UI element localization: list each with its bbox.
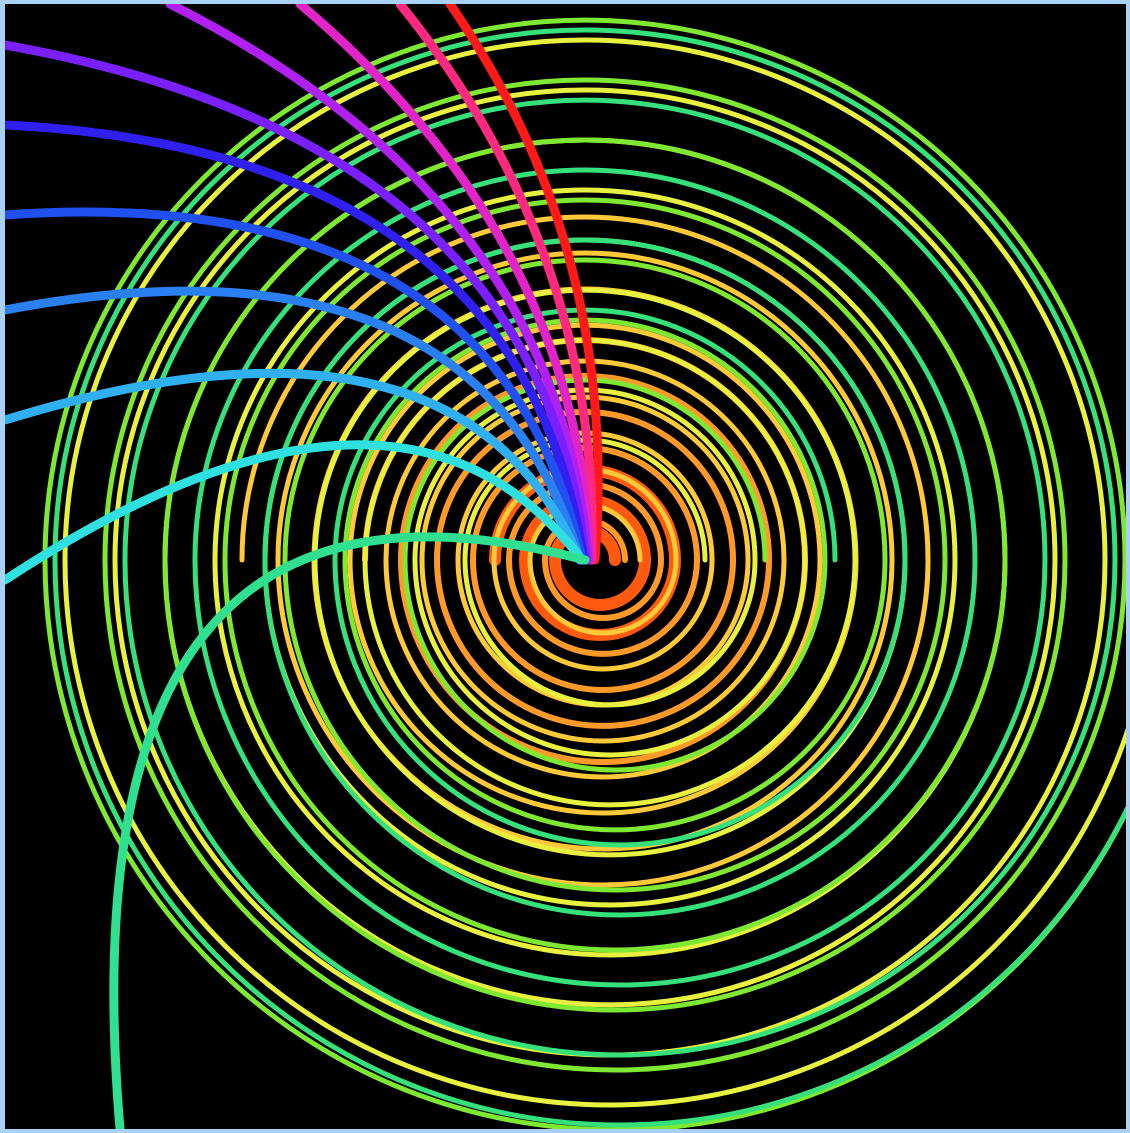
ray <box>5 120 589 565</box>
spiral <box>42 17 1126 1129</box>
ray <box>295 4 595 565</box>
ray <box>165 4 593 565</box>
ray <box>5 440 587 585</box>
spiral <box>52 27 1126 1128</box>
ray <box>5 368 585 565</box>
ray <box>5 40 591 565</box>
ray <box>5 286 585 565</box>
ray <box>445 4 603 565</box>
ray <box>395 4 597 565</box>
canvas <box>5 4 1126 1129</box>
rainbow-fan <box>5 4 603 1129</box>
spiral <box>239 214 931 888</box>
spiral <box>62 37 1126 1108</box>
ray <box>5 207 587 565</box>
spiral-art <box>5 4 1126 1129</box>
ray <box>109 532 590 1129</box>
